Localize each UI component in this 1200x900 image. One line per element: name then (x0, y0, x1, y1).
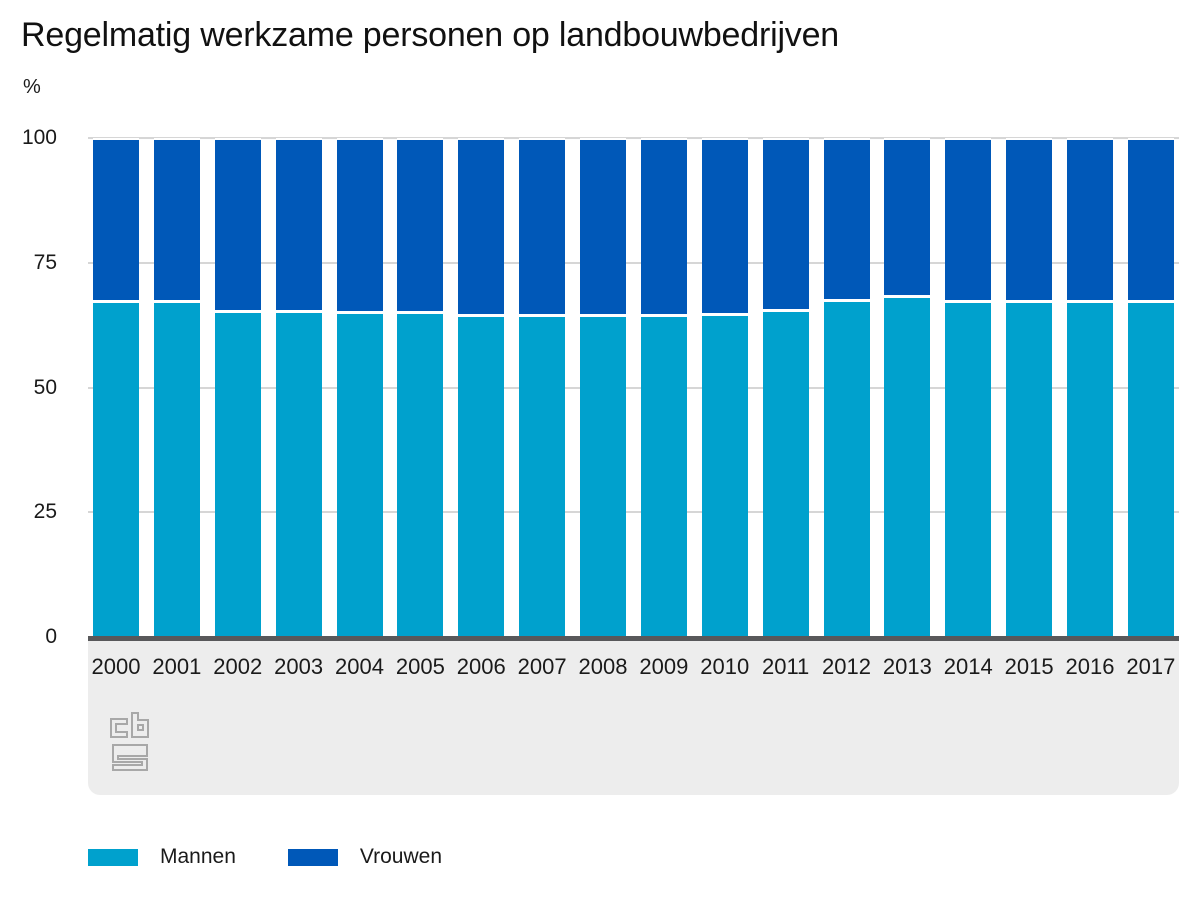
bar-segment-mannen[interactable] (640, 317, 687, 637)
bar-segment-vrouwen[interactable] (945, 140, 992, 300)
x-axis-label-2005: 2005 (395, 654, 445, 679)
bar-segment-mannen[interactable] (884, 298, 931, 637)
legend-label: Vrouwen (359, 845, 442, 868)
x-axis-label-2002: 2002 (213, 654, 263, 679)
bar-segment-vrouwen[interactable] (1127, 140, 1174, 300)
bar-segment-mannen[interactable] (153, 303, 200, 637)
bar-segment-vrouwen[interactable] (884, 140, 931, 295)
bar-segment-vrouwen[interactable] (1067, 140, 1113, 300)
bars-layer (88, 138, 1179, 637)
gridline-25 (88, 511, 1179, 514)
bar-segment-vrouwen[interactable] (823, 140, 870, 299)
legend-label: Mannen (160, 845, 236, 868)
legend: Mannen Vrouwen (88, 845, 494, 869)
bar-2008[interactable] (580, 138, 626, 637)
bar-segment-mannen[interactable] (762, 312, 809, 637)
x-axis-label-2007: 2007 (517, 654, 567, 679)
chart-footer: 2000 2001 2002 2003 2004 2005 2006 2007 2008 2009… (88, 641, 1179, 795)
bar-2009[interactable] (640, 138, 687, 637)
bar-2007[interactable] (519, 138, 566, 637)
bar-segment-vrouwen[interactable] (580, 140, 626, 314)
bar-segment-vrouwen[interactable] (336, 140, 383, 311)
y-axis-label: 75 (33, 250, 57, 274)
bar-2000[interactable] (93, 138, 139, 637)
legend-item-mannen[interactable]: Mannen (88, 845, 236, 869)
bar-segment-mannen[interactable] (580, 317, 626, 637)
cbs-logo-icon (110, 712, 149, 771)
bar-segment-vrouwen[interactable] (701, 140, 748, 313)
bar-2017[interactable] (1127, 138, 1174, 637)
y-axis-label: 100 (21, 126, 57, 149)
bar-segment-mannen[interactable] (701, 316, 748, 637)
bar-2010[interactable] (701, 138, 748, 637)
x-axis-label-2010: 2010 (700, 654, 750, 679)
y-axis-label: 0 (45, 625, 57, 648)
x-axis-label-2015: 2015 (1004, 654, 1054, 679)
gridline-75 (88, 261, 1179, 264)
bar-segment-mannen[interactable] (214, 313, 261, 637)
x-axis-label-2012: 2012 (822, 654, 871, 679)
x-axis-label-2000: 2000 (91, 654, 141, 679)
bar-2005[interactable] (397, 138, 444, 637)
bar-2001[interactable] (153, 138, 200, 637)
legend-swatch-mannen (88, 848, 138, 866)
bar-segment-mannen[interactable] (1127, 303, 1174, 637)
x-axis-label-2003: 2003 (274, 654, 324, 679)
x-axis-labels: 2000 2001 2002 2003 2004 2005 2006 2007 2008 2009… (88, 654, 1179, 680)
plot-area (88, 137, 1179, 638)
legend-item-vrouwen[interactable]: Vrouwen (287, 845, 442, 869)
bar-segment-mannen[interactable] (1067, 303, 1113, 637)
bar-2002[interactable] (214, 138, 261, 637)
bar-segment-vrouwen[interactable] (153, 140, 200, 300)
bar-2014[interactable] (945, 138, 992, 637)
x-axis-label-2011: 2011 (761, 654, 810, 679)
x-axis-label-2009: 2009 (639, 654, 689, 679)
bar-segment-vrouwen[interactable] (519, 140, 566, 314)
x-axis-label-2008: 2008 (578, 654, 628, 679)
bar-2013[interactable] (884, 138, 931, 637)
x-axis-label-2004: 2004 (335, 654, 384, 679)
x-axis-label-2014: 2014 (943, 654, 993, 679)
gridline-100 (88, 137, 1179, 139)
bar-segment-vrouwen[interactable] (458, 140, 505, 314)
bar-segment-vrouwen[interactable] (640, 140, 687, 314)
bar-2006[interactable] (458, 138, 505, 637)
x-axis-label-2006: 2006 (456, 654, 506, 679)
bar-segment-vrouwen[interactable] (275, 140, 322, 310)
bar-segment-mannen[interactable] (945, 303, 992, 637)
chart-title: Regelmatig werkzame personen op landbouw… (21, 16, 840, 54)
bar-segment-mannen[interactable] (519, 317, 566, 637)
bar-segment-vrouwen[interactable] (214, 140, 261, 310)
y-axis-label: 50 (33, 375, 57, 399)
bar-2011[interactable] (762, 138, 809, 637)
x-axis-line (88, 636, 1179, 641)
bar-segment-mannen[interactable] (275, 313, 322, 637)
bar-segment-vrouwen[interactable] (1006, 140, 1053, 300)
bar-segment-vrouwen[interactable] (93, 140, 139, 300)
bar-segment-mannen[interactable] (397, 314, 444, 637)
bar-segment-vrouwen[interactable] (397, 140, 444, 311)
bar-2015[interactable] (1006, 138, 1053, 637)
x-axis-label-2013: 2013 (882, 654, 932, 679)
bar-2003[interactable] (275, 138, 322, 637)
legend-swatch-vrouwen (287, 848, 338, 866)
x-axis-label-2001: 2001 (152, 654, 202, 679)
bar-segment-vrouwen[interactable] (762, 140, 809, 309)
y-axis-label: 25 (33, 500, 57, 524)
bar-2012[interactable] (823, 138, 870, 637)
bar-segment-mannen[interactable] (1006, 303, 1053, 637)
bar-2016[interactable] (1067, 138, 1113, 637)
y-axis: 0 25 50 75 100 (0, 126, 57, 648)
x-axis-label-2016: 2016 (1065, 654, 1115, 679)
bar-segment-mannen[interactable] (458, 317, 505, 637)
y-axis-unit-label: % (23, 76, 41, 98)
gridline-50 (88, 386, 1179, 389)
bar-segment-mannen[interactable] (93, 303, 139, 637)
bar-segment-mannen[interactable] (823, 302, 870, 637)
bar-segment-mannen[interactable] (336, 314, 383, 637)
bar-2004[interactable] (336, 138, 383, 637)
x-axis-label-2017: 2017 (1126, 654, 1176, 679)
